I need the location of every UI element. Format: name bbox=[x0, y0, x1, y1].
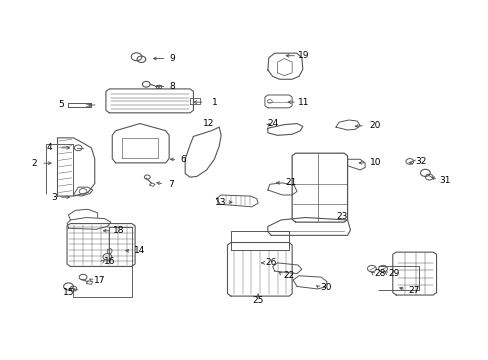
Text: 17: 17 bbox=[94, 276, 105, 285]
Text: 5: 5 bbox=[58, 100, 63, 109]
Text: 6: 6 bbox=[181, 155, 186, 164]
Text: 26: 26 bbox=[265, 258, 276, 267]
Text: 8: 8 bbox=[169, 82, 175, 91]
Text: 16: 16 bbox=[103, 257, 115, 266]
Text: 10: 10 bbox=[369, 158, 381, 167]
Text: 19: 19 bbox=[298, 51, 309, 60]
Text: 7: 7 bbox=[167, 180, 173, 189]
Text: 24: 24 bbox=[266, 119, 278, 128]
Text: 21: 21 bbox=[285, 178, 296, 187]
Text: 18: 18 bbox=[113, 226, 124, 235]
Text: 25: 25 bbox=[252, 296, 263, 305]
Text: 28: 28 bbox=[373, 269, 385, 278]
Text: 30: 30 bbox=[320, 283, 331, 292]
Text: 20: 20 bbox=[368, 121, 380, 130]
Text: 1: 1 bbox=[211, 98, 217, 107]
Text: 14: 14 bbox=[134, 246, 145, 255]
Text: 13: 13 bbox=[215, 198, 226, 207]
Text: 32: 32 bbox=[414, 157, 426, 166]
Text: 27: 27 bbox=[407, 285, 419, 294]
Text: 3: 3 bbox=[51, 193, 57, 202]
Text: 22: 22 bbox=[283, 271, 294, 280]
Text: 4: 4 bbox=[46, 143, 52, 152]
Text: 15: 15 bbox=[62, 288, 74, 297]
Text: 2: 2 bbox=[32, 159, 37, 168]
Text: 23: 23 bbox=[335, 212, 346, 221]
Text: 11: 11 bbox=[298, 98, 309, 107]
Text: 12: 12 bbox=[203, 119, 214, 128]
Text: 9: 9 bbox=[169, 54, 175, 63]
Text: 29: 29 bbox=[388, 269, 399, 278]
Text: 31: 31 bbox=[438, 176, 449, 185]
